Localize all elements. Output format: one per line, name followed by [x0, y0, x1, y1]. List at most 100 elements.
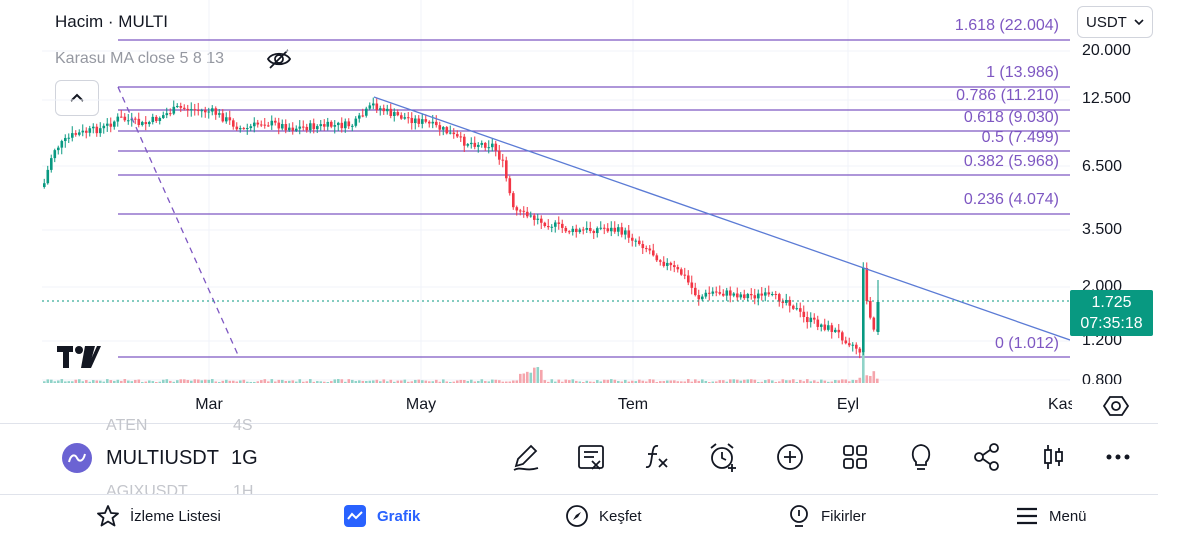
volume-bar: [305, 381, 309, 383]
function-icon[interactable]: [640, 440, 674, 474]
candle: [596, 228, 599, 234]
candle: [704, 292, 708, 297]
symbol-name[interactable]: MULTIUSDT: [106, 446, 219, 469]
share-icon[interactable]: [970, 440, 1004, 474]
candle: [372, 103, 375, 106]
last-price: 1.725: [1091, 294, 1132, 311]
volume-bar: [515, 380, 519, 383]
candle: [295, 128, 298, 131]
volume-bar: [183, 379, 186, 383]
candle: [389, 108, 393, 116]
candle: [501, 159, 505, 161]
candle: [816, 319, 820, 327]
tradingview-logo: [57, 346, 101, 373]
volume-bar: [407, 381, 410, 383]
volume-bar: [876, 378, 879, 383]
last-price-tag: 1.725 07:35:18: [1070, 290, 1153, 336]
alarm-add-icon[interactable]: [706, 440, 740, 474]
candle: [876, 302, 880, 332]
candle: [74, 133, 78, 135]
ghost-timeframe-next: 1H: [233, 483, 254, 494]
candle: [116, 116, 120, 122]
price-tick: 0.800: [1082, 372, 1123, 384]
plus-circle-icon[interactable]: [773, 440, 807, 474]
candle: [732, 293, 736, 296]
nav-explore[interactable]: Keşfet: [565, 500, 642, 532]
candle: [851, 344, 855, 346]
indicator-title[interactable]: Karasu MA close 5 8 13: [55, 50, 224, 67]
volume-bar: [85, 380, 88, 383]
volume-bar: [575, 380, 578, 383]
candle: [64, 137, 67, 142]
volume-bar: [865, 375, 869, 383]
nav-menu[interactable]: Menü: [1015, 500, 1087, 532]
nav-chart[interactable]: Grafik: [343, 500, 420, 532]
volume-bar: [92, 380, 95, 383]
fib-label-05: 0.5 (7.499): [981, 129, 1059, 146]
candle: [81, 130, 85, 133]
volume-bar: [550, 379, 554, 383]
fib-label-1618: 1.618 (22.004): [954, 17, 1059, 34]
volume-bar: [715, 381, 718, 383]
candle: [533, 215, 536, 220]
volume-bar: [435, 379, 438, 383]
candle: [421, 119, 424, 124]
candle: [557, 222, 561, 224]
multichain-logo-icon: [62, 443, 92, 473]
candle: [165, 113, 169, 116]
volume-bar: [582, 381, 585, 383]
candle: [610, 227, 613, 232]
volume-bar: [753, 379, 757, 383]
volume-bar: [375, 379, 379, 383]
volume-bar: [589, 381, 592, 383]
volume-bar: [424, 380, 428, 383]
more-icon[interactable]: [1101, 440, 1135, 474]
nav-watchlist[interactable]: İzleme Listesi: [96, 500, 221, 532]
time-tick: Eyl: [836, 396, 860, 413]
candle: [498, 150, 501, 160]
candles-icon[interactable]: [1036, 440, 1070, 474]
candle: [71, 133, 74, 138]
nav-ideas[interactable]: Fikirler: [787, 500, 866, 532]
volume-bar: [547, 381, 550, 383]
candle: [218, 113, 221, 115]
volume-bar: [333, 379, 337, 383]
timeframe[interactable]: 1G: [230, 446, 258, 469]
volume-bar: [249, 381, 253, 383]
currency-select[interactable]: USDT: [1077, 6, 1153, 38]
pencil-icon[interactable]: [509, 440, 543, 474]
volume-bar: [316, 381, 319, 383]
candle: [736, 293, 739, 298]
candle: [634, 240, 638, 242]
price-chart[interactable]: [42, 0, 1070, 385]
candle: [417, 118, 421, 124]
candle: [368, 105, 372, 109]
volume-bar: [508, 381, 512, 383]
candle: [606, 228, 610, 232]
note-icon[interactable]: [574, 440, 608, 474]
volume-bar: [834, 379, 837, 383]
candle: [151, 116, 155, 123]
candle: [137, 118, 141, 125]
candle: [435, 121, 438, 126]
volume-bar: [123, 379, 127, 383]
lightbulb-icon[interactable]: [904, 440, 938, 474]
volume-bar: [372, 380, 375, 383]
settings-hexagon-icon[interactable]: [1102, 393, 1130, 419]
symbol-selector[interactable]: MULTIUSDT 1G: [62, 440, 258, 476]
candle: [858, 348, 862, 353]
eye-hidden-icon[interactable]: [266, 47, 292, 71]
volume-bar: [494, 379, 498, 383]
candle: [582, 229, 585, 231]
volume-bar: [830, 381, 834, 383]
volume-bar: [393, 381, 396, 383]
volume-bar: [239, 380, 242, 383]
grid-layout-icon[interactable]: [838, 440, 872, 474]
candle: [844, 340, 848, 344]
candle: [85, 130, 88, 133]
volume-bar: [750, 379, 753, 383]
volume-bar: [340, 379, 344, 383]
candle: [466, 144, 470, 146]
collapse-button[interactable]: [55, 80, 99, 116]
fib-label-0382: 0.382 (5.968): [963, 153, 1059, 170]
